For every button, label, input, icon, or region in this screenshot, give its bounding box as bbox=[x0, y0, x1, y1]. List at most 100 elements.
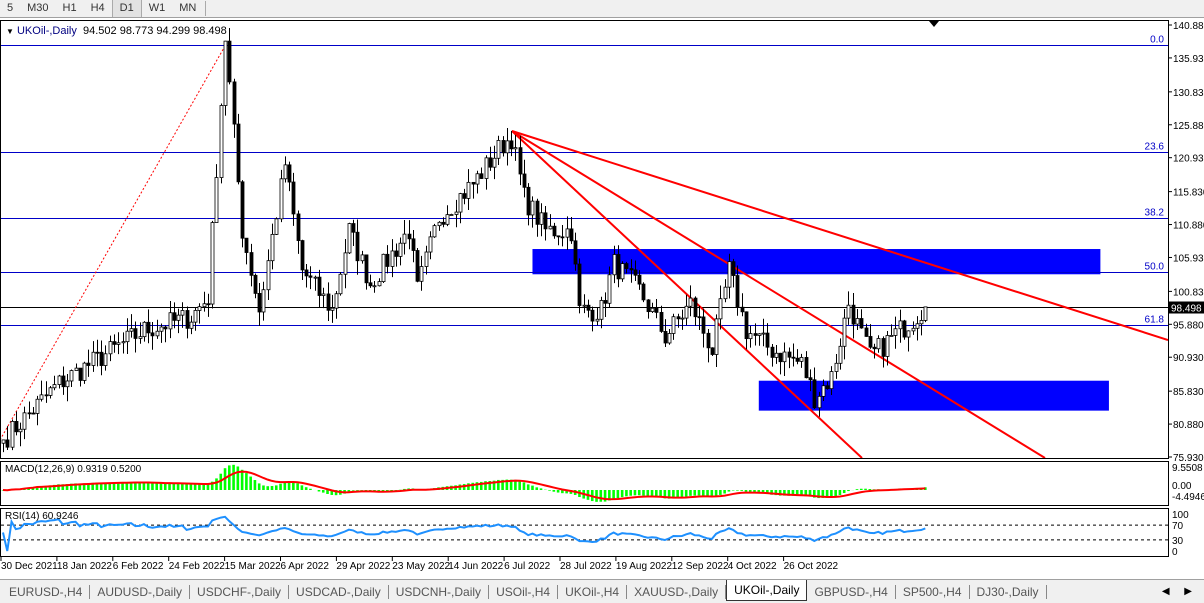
candle-body bbox=[27, 412, 32, 415]
macd-histogram-bar bbox=[608, 490, 611, 501]
candle-body bbox=[31, 412, 36, 415]
candle-body bbox=[710, 347, 715, 355]
timeframe-w1[interactable]: W1 bbox=[148, 2, 166, 14]
tab-gbpusd-h4[interactable]: GBPUSD-,H4 bbox=[807, 584, 896, 599]
timeframe-mn[interactable]: MN bbox=[179, 2, 197, 14]
price-tick-label: 115.830 bbox=[1173, 188, 1204, 199]
candle-body bbox=[629, 268, 634, 271]
candle-body bbox=[911, 327, 916, 332]
macd-histogram-bar bbox=[146, 482, 150, 490]
candle-body bbox=[39, 394, 44, 400]
candle-body bbox=[458, 193, 463, 213]
candle-body bbox=[291, 181, 296, 215]
timeframe-m30[interactable]: M30 bbox=[27, 2, 49, 14]
candle-body bbox=[407, 233, 412, 240]
candle-body bbox=[513, 147, 518, 150]
collapse-triangle-icon[interactable]: ▼ bbox=[6, 27, 14, 36]
timeframe-5[interactable]: 5 bbox=[7, 2, 14, 14]
tab-ukoil-h4[interactable]: UKOil-,H4 bbox=[558, 584, 628, 599]
candle-body bbox=[727, 261, 732, 288]
candle-body bbox=[364, 254, 369, 284]
tab-usoil-h4[interactable]: USOil-,H4 bbox=[489, 584, 559, 599]
timeframe-d1[interactable]: D1 bbox=[111, 0, 142, 17]
candle-body bbox=[103, 353, 108, 366]
macd-histogram-bar bbox=[91, 482, 94, 490]
candle-body bbox=[372, 285, 377, 288]
candle-body bbox=[432, 225, 437, 238]
macd-histogram-bar bbox=[232, 464, 235, 490]
macd-histogram-bar bbox=[300, 485, 304, 490]
macd-signal-line bbox=[2, 470, 926, 501]
candle-body bbox=[808, 377, 813, 381]
candle-body bbox=[548, 225, 553, 230]
candle-body bbox=[249, 252, 254, 276]
chart-area[interactable]: 140.880 135.930 130.830 125.880 120.930 115.8… bbox=[0, 0, 1204, 579]
price-tick-label: 85.830 bbox=[1173, 387, 1204, 398]
candle-body bbox=[603, 300, 608, 304]
price-tick-label: 130.830 bbox=[1173, 88, 1204, 99]
tab-xauusd-daily[interactable]: XAUUSD-,Daily bbox=[627, 584, 727, 599]
timeframe-toolbar: 5 M30 H1 H4 D1 W1 MN bbox=[0, 0, 1204, 18]
candle-body bbox=[44, 394, 49, 397]
macd-histogram-bar bbox=[95, 482, 99, 490]
tab-usdchf-daily[interactable]: USDCHF-,Daily bbox=[190, 584, 290, 599]
candle-body bbox=[5, 439, 10, 448]
tab-usdcnh-daily[interactable]: USDCNH-,Daily bbox=[389, 584, 490, 599]
tab-scroll-arrows[interactable]: ◀ ▶ bbox=[1161, 586, 1198, 597]
tab-ukoil-daily[interactable]: UKOil-,Daily bbox=[726, 579, 808, 601]
candle-body bbox=[437, 221, 442, 227]
candle-body bbox=[744, 311, 749, 340]
tab-dj30-daily[interactable]: DJ30-,Daily bbox=[970, 584, 1047, 599]
timeframe-h4[interactable]: H4 bbox=[90, 2, 105, 14]
candle-body bbox=[475, 173, 480, 185]
candle-body bbox=[466, 181, 471, 199]
candle-body bbox=[22, 412, 27, 430]
candle-body bbox=[923, 306, 928, 321]
candle-body bbox=[718, 298, 723, 320]
candle-body bbox=[78, 367, 83, 381]
macd-histogram-bar bbox=[57, 484, 60, 490]
macd-histogram-bar bbox=[556, 490, 560, 493]
macd-histogram-bar bbox=[518, 480, 521, 490]
date-label: 6 Jul 2022 bbox=[504, 561, 551, 572]
symbol-label: UKOil-,Daily bbox=[16, 25, 77, 37]
date-label: 19 Aug 2022 bbox=[616, 561, 673, 572]
macd-histogram-bar bbox=[821, 490, 825, 498]
candle-body bbox=[129, 328, 134, 332]
timeframe-h1[interactable]: H1 bbox=[62, 2, 77, 14]
tab-sp500-h4[interactable]: SP500-,H4 bbox=[896, 584, 970, 599]
candle-body bbox=[846, 304, 851, 319]
candle-body bbox=[313, 276, 318, 279]
candle-body bbox=[150, 332, 155, 337]
macd-histogram-bar bbox=[684, 490, 688, 497]
macd-histogram-bar bbox=[778, 490, 782, 496]
macd-histogram-bar bbox=[142, 482, 146, 490]
macd-histogram-bar bbox=[108, 482, 112, 490]
candle-body bbox=[10, 421, 15, 448]
candle-body bbox=[706, 332, 711, 349]
tab-audusd-daily[interactable]: AUDUSD-,Daily bbox=[90, 584, 191, 599]
macd-histogram-bar bbox=[134, 482, 137, 490]
rsi-tick-label: 100 bbox=[1172, 510, 1189, 521]
candle-body bbox=[518, 147, 523, 175]
candle-body bbox=[735, 275, 740, 308]
macd-histogram-bar bbox=[817, 490, 820, 499]
toolbar-separator bbox=[205, 1, 207, 16]
candle-body bbox=[868, 336, 873, 348]
price-tick-label: 140.880 bbox=[1173, 21, 1204, 32]
candle-body bbox=[526, 186, 531, 216]
candle-body bbox=[753, 333, 758, 336]
macd-histogram-bar bbox=[219, 473, 223, 490]
candle-body bbox=[770, 346, 775, 358]
candle-body bbox=[99, 351, 104, 366]
candle-body bbox=[35, 398, 40, 414]
price-tick-label: 110.880 bbox=[1173, 221, 1204, 232]
macd-histogram-bar bbox=[168, 483, 171, 490]
tab-usdcad-daily[interactable]: USDCAD-,Daily bbox=[289, 584, 389, 599]
candle-body bbox=[680, 317, 685, 320]
tab-eurusd-h4[interactable]: EURUSD-,H4 bbox=[2, 584, 91, 599]
trendlines bbox=[1, 45, 1168, 458]
macd-histogram-bar bbox=[509, 479, 513, 490]
macd-histogram-bar bbox=[659, 490, 662, 498]
candle-body bbox=[257, 293, 262, 313]
